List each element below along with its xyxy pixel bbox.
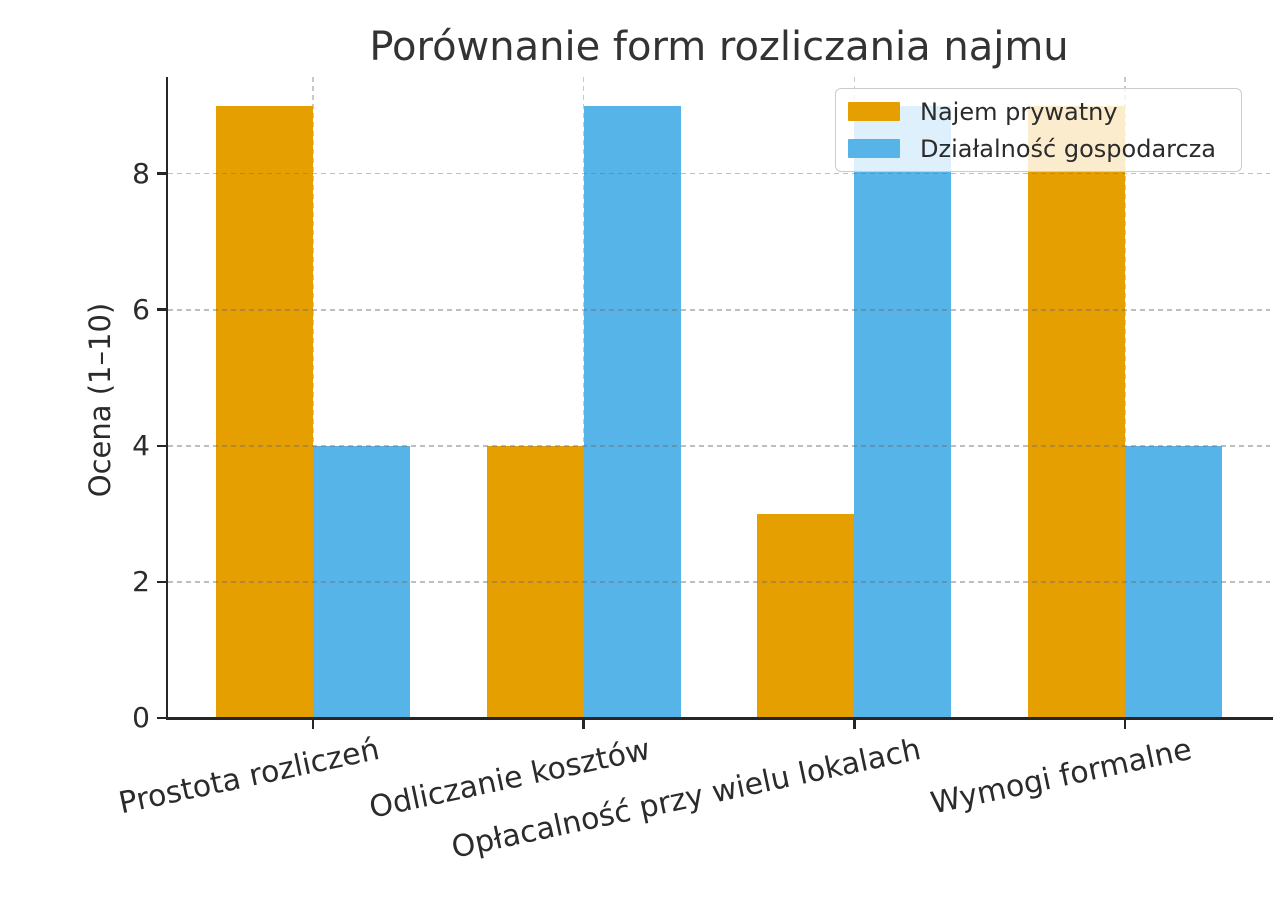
chart-title: Porównanie form rozliczania najmu [369, 24, 1069, 70]
gridline-horizontal [168, 445, 1270, 447]
bar-private-2 [757, 513, 855, 718]
x-tick-label: Prostota rozliczeń [115, 732, 383, 822]
y-tick-mark [157, 580, 168, 584]
legend-label: Działalność gospodarcza [920, 134, 1216, 163]
y-tick-mark [157, 308, 168, 311]
x-tick-mark [1123, 718, 1127, 729]
gridline-horizontal [168, 581, 1270, 583]
y-axis-label: Ocena (1–10) [83, 302, 117, 498]
gridline-horizontal [168, 308, 1270, 311]
y-tick-mark [157, 716, 168, 720]
legend: Najem prywatny Działalność gospodarcza [835, 88, 1242, 172]
plot-area [165, 77, 1273, 720]
gridline-vertical [312, 77, 314, 718]
bar-private-1 [486, 445, 584, 718]
x-tick-label: Opłacalność przy wielu lokalach [448, 732, 924, 866]
legend-label: Najem prywatny [920, 97, 1118, 126]
y-tick-label: 0 [132, 701, 150, 734]
y-tick-mark [157, 444, 168, 448]
y-tick-label: 2 [132, 564, 150, 598]
bar-private-0 [215, 105, 313, 718]
x-axis-spine [165, 716, 1273, 720]
legend-swatch-icon [848, 102, 900, 121]
x-tick-mark [853, 718, 856, 729]
legend-item: Działalność gospodarcza [848, 135, 1229, 163]
bar-business-2 [854, 105, 952, 718]
x-tick-mark [582, 718, 585, 729]
legend-item: Najem prywatny [848, 98, 1229, 126]
bar-business-0 [312, 445, 410, 718]
y-tick-label: 6 [132, 292, 150, 326]
x-tick-mark [311, 718, 315, 729]
x-tick-label: Wymogi formalne [927, 732, 1195, 822]
y-tick-label: 4 [132, 428, 150, 462]
gridline-horizontal [168, 172, 1270, 175]
bar-private-3 [1028, 105, 1126, 718]
bar-business-3 [1125, 445, 1223, 718]
bar-business-1 [583, 105, 681, 718]
legend-swatch-icon [848, 139, 900, 158]
y-tick-mark [157, 172, 168, 175]
y-axis-spine [165, 77, 168, 718]
y-tick-label: 8 [132, 156, 150, 190]
